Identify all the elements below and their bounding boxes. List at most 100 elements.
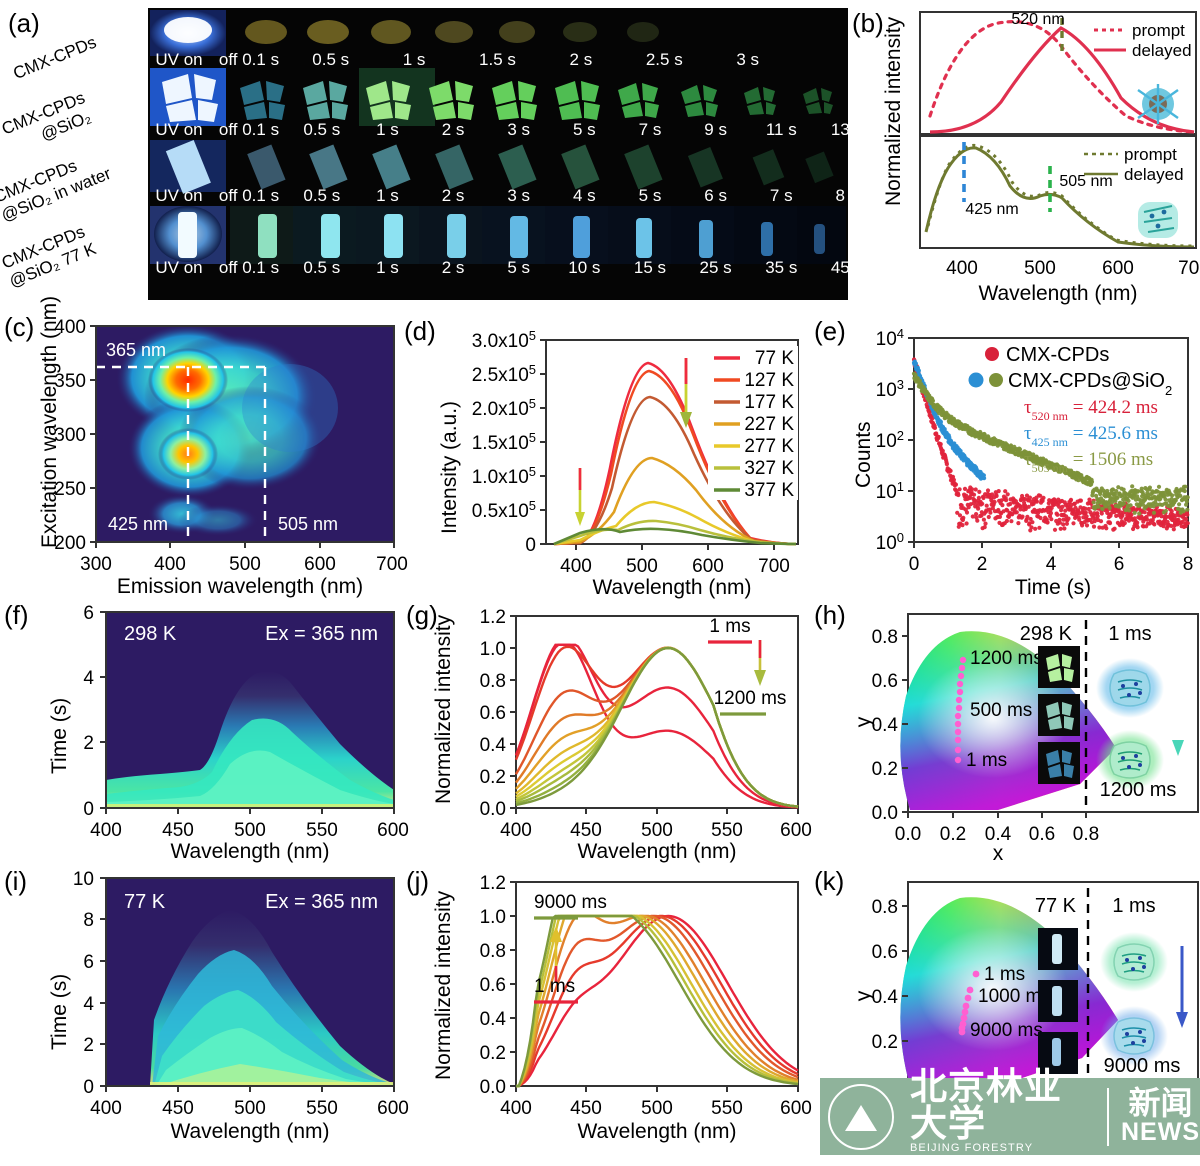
svg-text:2: 2	[83, 1035, 94, 1056]
panel-j: 1.2 1.0 0.8 0.6 0.4 0.2 0.0 400 450 500 550 600 Wa…	[430, 870, 812, 1145]
panel-a-time-label: 6 s	[704, 186, 727, 205]
panel-a-time-label: 3 s	[507, 186, 531, 205]
svg-text:103: 103	[876, 377, 904, 402]
svg-text:1.0x105: 1.0x105	[472, 464, 536, 489]
panel-e-ylabel: Counts	[852, 421, 875, 488]
svg-text:400: 400	[90, 820, 122, 841]
panel-a-time-label: 45 s	[830, 258, 863, 277]
svg-text:0.4: 0.4	[480, 735, 507, 756]
panel-b-legend-prompt-bottom: prompt	[1124, 145, 1177, 164]
svg-text:550: 550	[306, 1098, 338, 1119]
svg-text:450: 450	[162, 820, 194, 841]
panel-g-xticks: 400 450 500 550 600	[500, 820, 812, 841]
svg-text:1.5x105: 1.5x105	[472, 430, 536, 455]
panel-j-xticks: 400 450 500 550 600	[500, 1098, 812, 1119]
panel-k-annotation-1ms: 1 ms	[1112, 895, 1155, 917]
panel-f-xticks: 400 450 500 550 600	[90, 820, 409, 841]
panel-f-heatmap: 298 K Ex = 365 nm 6 4 2 0 400 450 500 550 600 W…	[48, 603, 409, 863]
svg-text:500: 500	[626, 556, 658, 577]
panel-j-yticks: 1.2 1.0 0.8 0.6 0.4 0.2 0.0	[480, 873, 507, 1098]
svg-text:327 K: 327 K	[744, 458, 794, 479]
svg-text:0.0: 0.0	[872, 803, 898, 824]
svg-text:500: 500	[229, 554, 261, 575]
svg-text:2: 2	[83, 733, 94, 754]
svg-text:500: 500	[641, 1098, 673, 1119]
svg-text:450: 450	[570, 1098, 602, 1119]
svg-text:600: 600	[780, 1098, 812, 1119]
panel-d-xlabel: Wavelength (nm)	[592, 576, 751, 599]
panel-a-time-label: 1 s	[376, 120, 399, 139]
cmx-cpd-sio2-icon	[1138, 202, 1178, 238]
svg-text:104: 104	[876, 326, 904, 351]
panel-a-time-label: 1.5 s	[479, 50, 516, 69]
panel-k-label-1000ms: 1000 ms	[978, 986, 1051, 1007]
panel-g-ylabel: Normalized intensity	[432, 614, 455, 804]
svg-text:400: 400	[500, 820, 532, 841]
panel-a-time-label: 11 s	[765, 120, 797, 139]
svg-text:6: 6	[83, 952, 94, 973]
svg-text:9000 ms: 9000 ms	[534, 892, 607, 913]
panel-b-ylabel: Normalized intensity	[882, 16, 905, 206]
svg-text:600: 600	[692, 556, 724, 577]
panel-f-label: (f)	[4, 600, 29, 630]
panel-b-legend-delayed-top: delayed	[1132, 41, 1192, 60]
panel-a-row-label-3: CMX-CPDs @SiO₂ 77 K	[0, 222, 99, 292]
panel-g-yticks: 1.2 1.0 0.8 0.6 0.4 0.2 0.0	[480, 607, 507, 820]
panel-b-annotation-520: 520 nm	[1011, 11, 1064, 28]
panel-a-label: (a)	[8, 8, 40, 38]
panel-h-annotation-1ms: 1 ms	[1108, 623, 1151, 645]
panel-g-curve	[515, 646, 799, 808]
svg-text:0: 0	[83, 1077, 94, 1098]
panel-c-yticks: 400 350 300 250 200	[54, 317, 86, 554]
panel-j-legend: 9000 ms 1 ms	[534, 892, 607, 1004]
svg-text:600: 600	[780, 820, 812, 841]
panel-h-photo-thumbnails	[1038, 646, 1080, 784]
panel-a-time-label: 2 s	[569, 50, 593, 69]
svg-text:700: 700	[1178, 258, 1200, 279]
svg-text:2.0x105: 2.0x105	[472, 396, 536, 421]
panel-a-time-label: 1 s	[376, 186, 399, 205]
svg-text:300: 300	[80, 554, 112, 575]
svg-text:1 ms: 1 ms	[709, 616, 750, 637]
panel-f: 298 K Ex = 365 nm 6 4 2 0 400 450 500 550 600 W…	[40, 603, 409, 863]
panel-d-xticks: 400 500 600 700	[560, 556, 790, 577]
panel-d-legend: 77 K 127 K 177 K 227 K 277 K 327 K 377 K	[708, 346, 798, 501]
panel-a-time-label: 3 s	[736, 50, 759, 69]
svg-text:0: 0	[83, 799, 94, 820]
panel-c-annotation-425: 425 nm	[108, 514, 168, 534]
panel-d-ylabel: Intensity (a.u.)	[438, 401, 461, 534]
panel-a-row-label-1: CMX-CPDs @SiO₂	[0, 88, 94, 145]
svg-text:377 K: 377 K	[744, 480, 794, 501]
svg-text:0.2: 0.2	[940, 824, 966, 845]
svg-text:77 K: 77 K	[755, 348, 794, 369]
panel-d-series	[553, 361, 797, 546]
panel-h-label-1ms: 1 ms	[966, 750, 1007, 771]
cmx-cpd-particle-icon	[1137, 84, 1179, 124]
panel-k-label-1ms: 1 ms	[984, 964, 1025, 985]
panel-d: 3.0x105 2.5x105 2.0x105 1.5x105 1.0x105 …	[430, 318, 810, 599]
svg-text:600: 600	[377, 1098, 409, 1119]
svg-text:177 K: 177 K	[744, 392, 794, 413]
panel-b-xlabel: Wavelength (nm)	[978, 282, 1137, 305]
svg-text:0.8: 0.8	[480, 941, 506, 962]
panel-a-time-label: 0.5 s	[303, 258, 341, 277]
panel-c-xlabel: Emission wavelength (nm)	[117, 575, 363, 598]
panel-c-annotation-505: 505 nm	[278, 514, 338, 534]
svg-text:0: 0	[909, 554, 920, 575]
svg-text:300: 300	[54, 425, 86, 446]
panel-a-time-label: 2 s	[441, 186, 465, 205]
svg-text:0.6: 0.6	[872, 671, 898, 692]
panel-a-time-label: 35 s	[765, 258, 798, 277]
svg-text:0.4: 0.4	[985, 824, 1012, 845]
panel-a-time-label: UV on	[155, 186, 203, 205]
panel-h-annotation-1200ms: 1200 ms	[1100, 779, 1177, 801]
svg-text:500: 500	[641, 820, 673, 841]
svg-text:700: 700	[758, 556, 790, 577]
panel-c-heatmap: 365 nm 425 nm 505 nm 400 350 300 250 200 300…	[38, 296, 408, 598]
panel-f-xlabel: Wavelength (nm)	[170, 840, 329, 863]
panel-a	[148, 8, 848, 300]
svg-text:3.0x105: 3.0x105	[472, 328, 536, 353]
panel-c-label: (c)	[4, 312, 35, 342]
svg-text:227 K: 227 K	[744, 414, 794, 435]
svg-text:1.2: 1.2	[480, 873, 506, 894]
